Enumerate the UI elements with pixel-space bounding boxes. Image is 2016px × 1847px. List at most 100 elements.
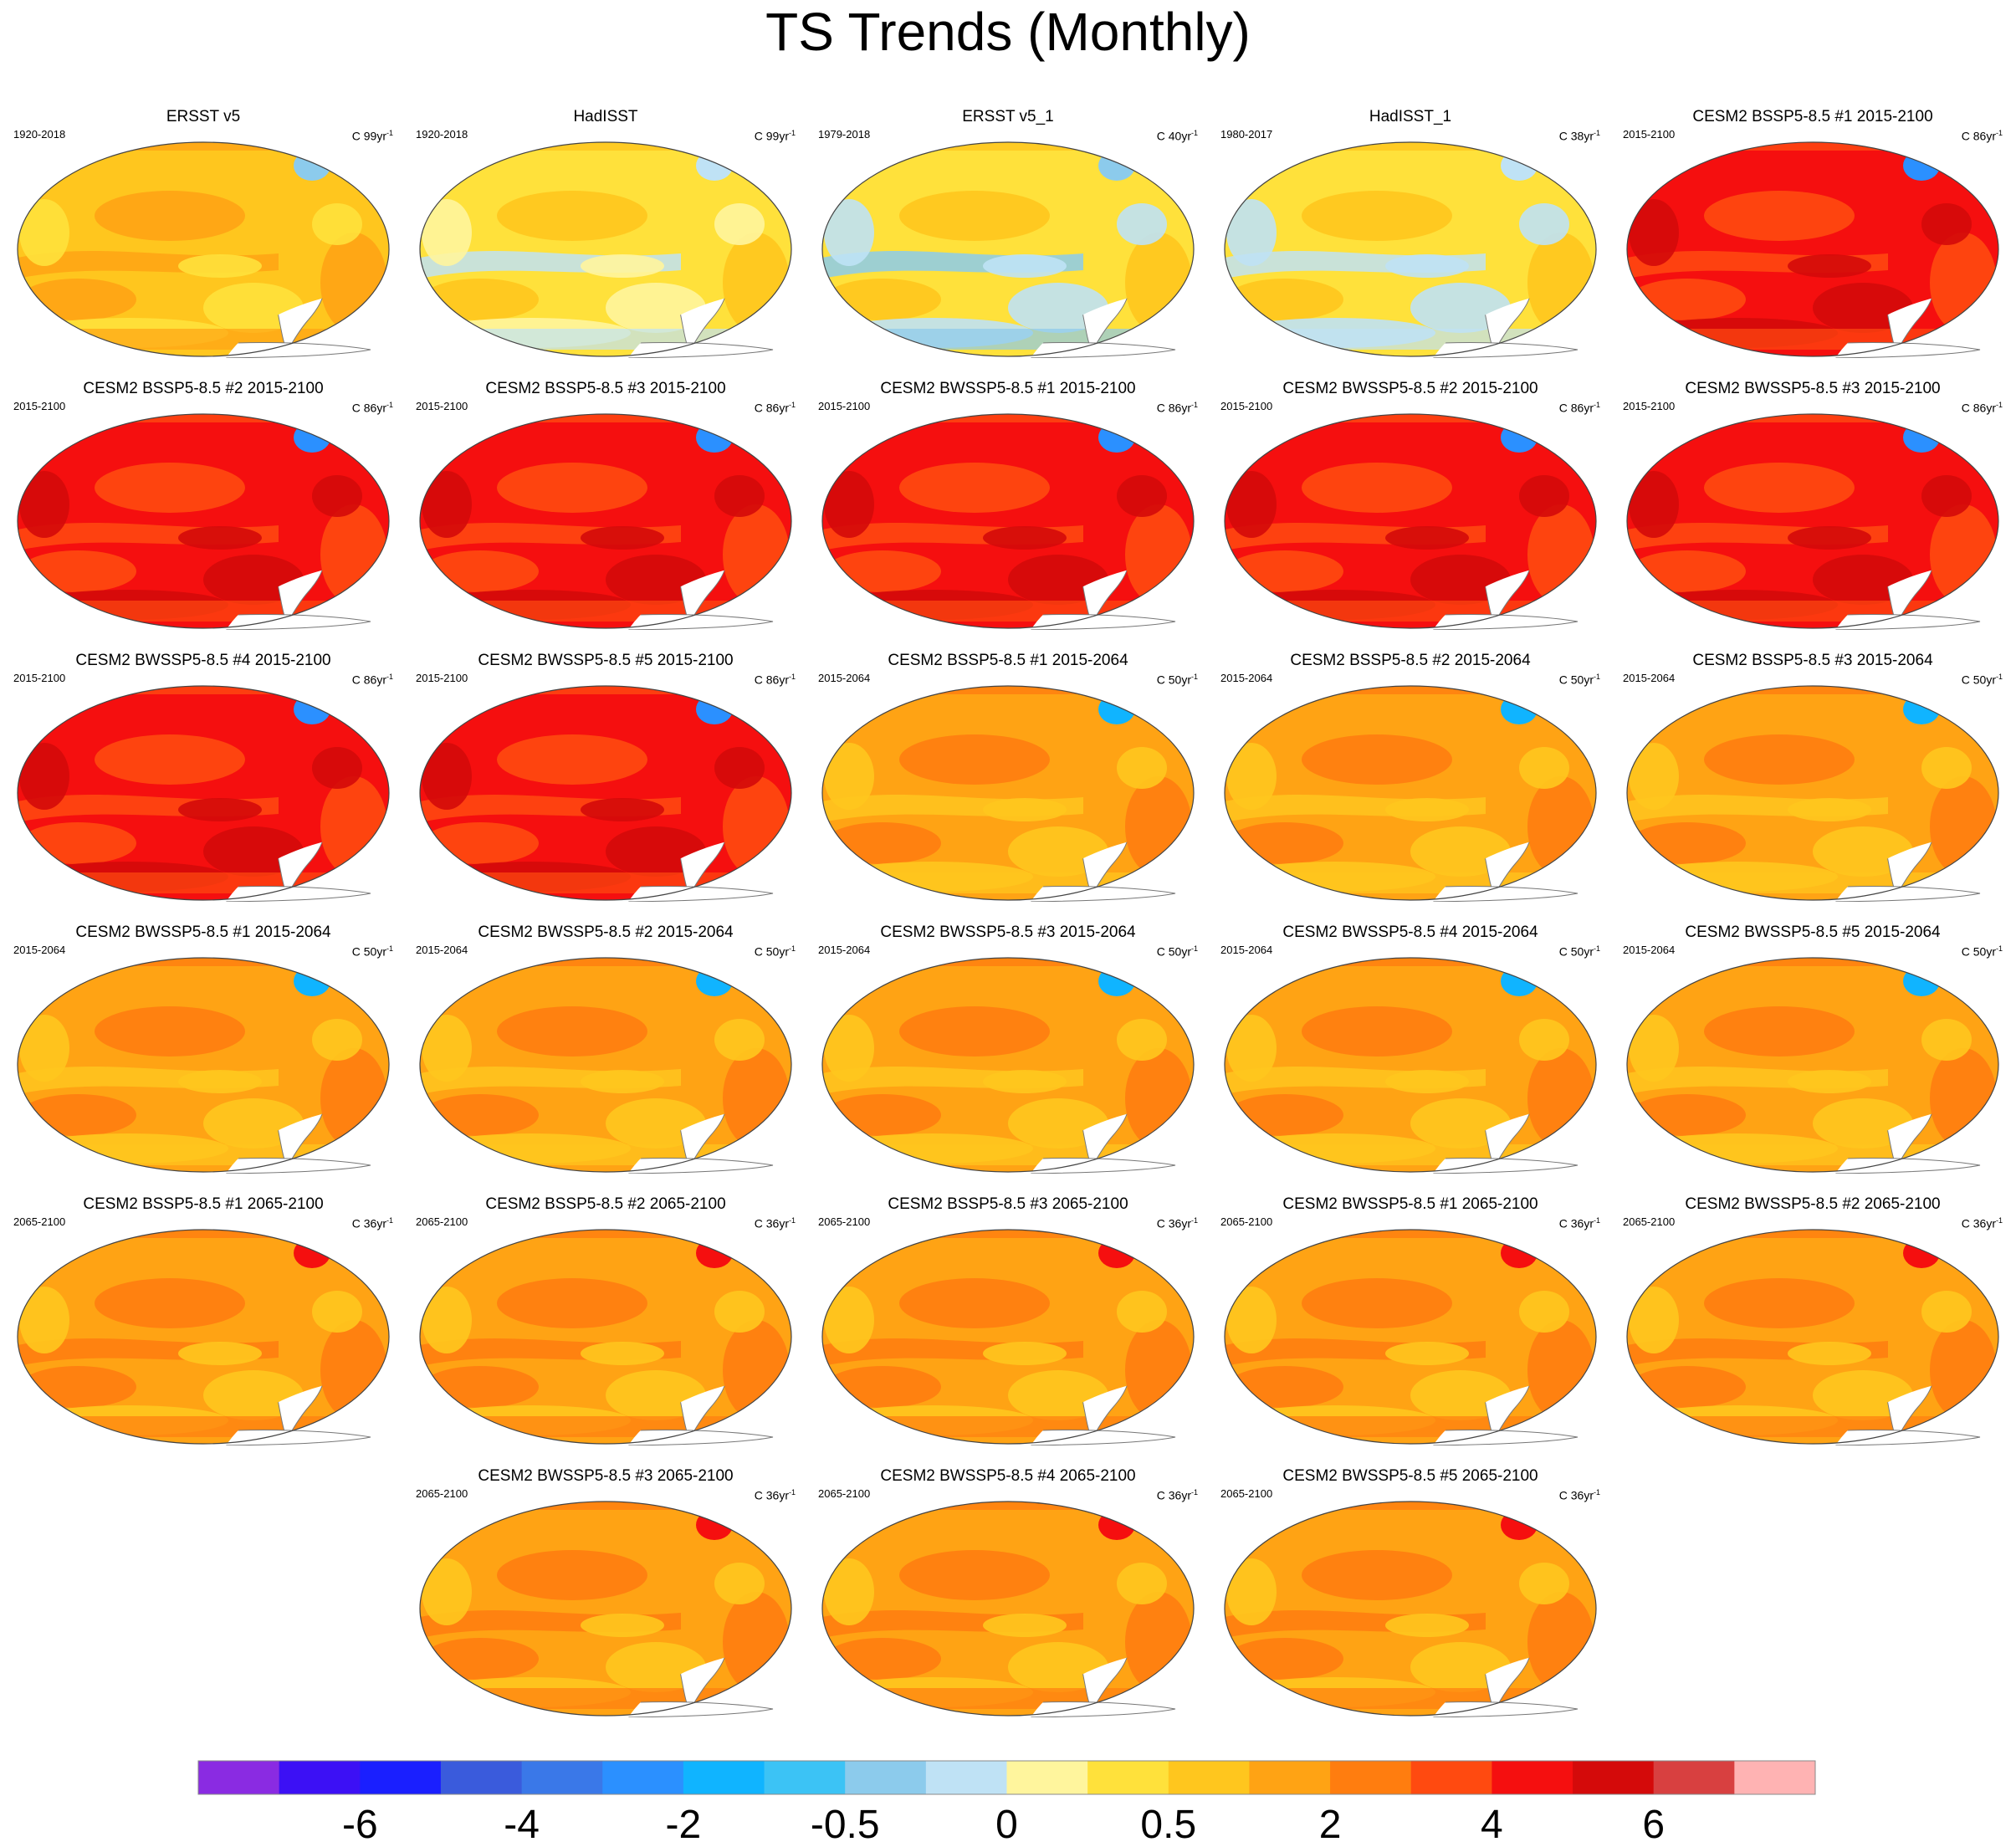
north-atlantic-blob: [696, 151, 733, 181]
arctic-band: [1225, 414, 1596, 422]
trend-patch: [497, 191, 647, 241]
panel-period: 2015-2064: [1220, 672, 1273, 684]
map-canvas: [17, 685, 390, 902]
panel-period: 2015-2100: [1623, 128, 1676, 141]
trend-patch: [1813, 1370, 1913, 1420]
map-panel: CESM2 BWSSP5-8.5 #5 2015-2064 2015-2064 C …: [1616, 918, 2009, 1174]
panel-title: CESM2 BWSSP5-8.5 #5 2065-2100: [1282, 1467, 1538, 1485]
map-canvas: [1224, 685, 1597, 902]
trend-patch: [1930, 504, 1997, 605]
trend-patch: [1527, 233, 1594, 333]
arctic-band: [18, 686, 389, 694]
panel-period: 2015-2100: [416, 672, 468, 684]
trend-patch: [1410, 1370, 1511, 1420]
panel-units: C 50yr-1: [1559, 942, 1600, 959]
arctic-band: [822, 142, 1194, 151]
arctic-band: [18, 1230, 389, 1238]
north-atlantic-blob: [294, 694, 330, 724]
trend-patch: [824, 199, 874, 266]
map-canvas: [821, 141, 1195, 358]
trend-patch: [1302, 734, 1452, 785]
trend-patch: [422, 822, 539, 864]
panel-title: CESM2 BSSP5-8.5 #3 2015-2064: [1692, 652, 1933, 669]
trend-patch: [581, 526, 664, 550]
trend-patch: [714, 475, 765, 517]
map-canvas: [17, 957, 390, 1174]
trend-patch: [1813, 555, 1913, 605]
trend-patch: [95, 1278, 245, 1328]
trend-patch: [1226, 550, 1343, 592]
trend-patch: [422, 743, 472, 810]
map-canvas: [17, 141, 390, 358]
land-antarctica: [214, 342, 371, 358]
panel-period: 1920-2018: [13, 128, 66, 141]
map-outline: [821, 413, 1195, 629]
north-atlantic-blob: [1501, 1238, 1538, 1268]
north-atlantic-blob: [1903, 422, 1940, 453]
trend-patch: [1527, 1048, 1594, 1149]
arctic-band: [1627, 142, 1998, 151]
units-value: C 38yr: [1558, 129, 1594, 143]
panel-period: 2015-2064: [13, 944, 66, 956]
panel-units: C 36yr-1: [755, 1486, 796, 1502]
trend-patch: [1117, 1019, 1167, 1061]
trend-patch: [1125, 1048, 1192, 1149]
map-panel: CESM2 BWSSP5-8.5 #3 2065-2100 2065-2100 C …: [409, 1462, 802, 1717]
map-canvas: [1224, 957, 1597, 1174]
units-exponent: -1: [386, 1216, 393, 1225]
trend-patch: [178, 526, 262, 550]
panel-period: 2015-2100: [1220, 400, 1273, 412]
land-antarctica: [1019, 342, 1176, 358]
trend-patch: [824, 279, 941, 320]
trend-patch: [581, 1342, 664, 1365]
trend-patch: [497, 463, 647, 513]
trend-patch: [606, 555, 706, 605]
trend-patch: [1921, 747, 1972, 789]
units-exponent: -1: [1190, 944, 1198, 953]
panel-title: CESM2 BWSSP5-8.5 #3 2065-2100: [478, 1467, 734, 1485]
map-outline: [821, 1501, 1195, 1717]
map-canvas: [821, 1229, 1195, 1445]
map-outline: [821, 957, 1195, 1173]
trend-patch: [422, 550, 539, 592]
map-canvas: [1626, 413, 1999, 630]
map-outline: [821, 141, 1195, 357]
map-outline: [1626, 1229, 1999, 1445]
north-atlantic-blob: [1903, 151, 1940, 181]
panel-units: C 86yr-1: [352, 398, 393, 415]
trend-patch: [1125, 776, 1192, 877]
trend-patch: [1629, 550, 1746, 592]
trend-patch: [1629, 1366, 1746, 1408]
arctic-band: [420, 958, 791, 966]
map-panel: CESM2 BWSSP5-8.5 #2 2065-2100 2065-2100 C …: [1616, 1190, 2009, 1445]
arctic-band: [420, 414, 791, 422]
panel-units: C 86yr-1: [755, 398, 796, 415]
units-exponent: -1: [1593, 673, 1600, 681]
trend-patch: [1930, 1320, 1997, 1420]
trend-patch: [19, 471, 69, 538]
trend-patch: [983, 1342, 1067, 1365]
map-canvas: [1224, 1229, 1597, 1445]
map-panel: CESM2 BWSSP5-8.5 #1 2015-2100 2015-2100 C …: [811, 375, 1205, 630]
panel-period: 2015-2100: [416, 400, 468, 412]
map-outline: [1626, 957, 1999, 1173]
trend-patch: [1527, 504, 1594, 605]
map-panel: CESM2 BSSP5-8.5 #2 2065-2100 2065-2100 C 3…: [409, 1190, 802, 1445]
units-value: C 36yr: [754, 1216, 789, 1230]
units-exponent: -1: [1190, 1216, 1198, 1225]
units-exponent: -1: [788, 1488, 796, 1497]
trend-patch: [320, 504, 387, 605]
map-canvas: [1626, 957, 1999, 1174]
trend-patch: [899, 1006, 1050, 1057]
trend-patch: [581, 254, 664, 278]
land-antarctica: [617, 1701, 774, 1717]
map-canvas: [17, 1229, 390, 1445]
units-exponent: -1: [1995, 673, 2003, 681]
trend-patch: [824, 743, 874, 810]
trend-patch: [422, 199, 472, 266]
map-outline: [17, 685, 390, 901]
panel-title: CESM2 BWSSP5-8.5 #4 2015-2064: [1282, 924, 1538, 941]
trend-patch: [422, 1366, 539, 1408]
arctic-band: [1627, 958, 1998, 966]
